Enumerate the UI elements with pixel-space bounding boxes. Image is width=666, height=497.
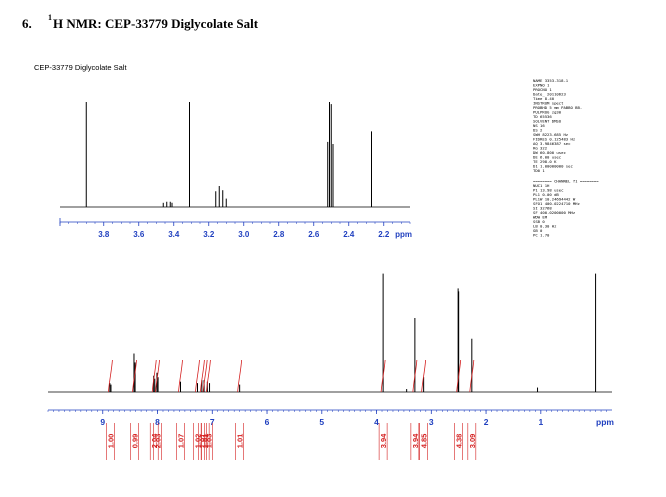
parameter-line: FIDRES 0.125483 Hz (533, 137, 575, 142)
parameter-line: SOLVENT DMSO (533, 119, 562, 124)
integral-value: 3.94 (379, 433, 388, 448)
heading-number: 6. (22, 16, 32, 31)
parameter-line: PROBHD 5 mm PABBO BB- (533, 105, 582, 110)
integral-value: 3.09 (468, 434, 477, 449)
integral-curve (206, 359, 211, 393)
parameter-line: SFO1 400.0224710 MHz (533, 201, 580, 206)
integral-curve (178, 359, 183, 393)
parameter-line: NS 16 (533, 123, 545, 128)
integral-curve (237, 359, 243, 393)
parameter-line: TD 65536 (533, 114, 552, 119)
integral-value: 1.00 (106, 434, 115, 449)
integral-curve (202, 359, 208, 393)
integral-value: 1.01 (198, 434, 207, 449)
parameter-line: DS 2 (533, 128, 543, 133)
integral-curve (108, 359, 113, 393)
integral-curve (200, 359, 205, 393)
parameter-line: WDW EM (533, 215, 548, 220)
integral-value: 0.99 (131, 434, 140, 449)
integral-value: 1.03 (204, 434, 213, 449)
integral-curve (155, 359, 160, 393)
full-tick-label: 4 (374, 417, 379, 427)
full-tick-label: 7 (210, 417, 215, 427)
inset-tick-label: 2.6 (308, 230, 320, 239)
parameter-line: D1 1.00000000 sec (533, 164, 573, 169)
parameter-line: PL1 0.00 dB (533, 192, 559, 197)
full-tick-label: 3 (429, 417, 434, 427)
integral-curve (412, 359, 418, 393)
parameter-line: SF 400.0200000 MHz (533, 210, 575, 215)
full-tick-label: 1 (538, 417, 543, 427)
full-unit-label: ppm (596, 417, 614, 427)
parameter-line: PL1W 10.24694442 W (533, 197, 576, 202)
parameter-line: DE 6.00 usec (533, 155, 562, 160)
parameter-line: PROCNO 1 (533, 87, 552, 92)
inset-tick-label: 3.2 (203, 230, 215, 239)
integral-curve (132, 359, 137, 393)
integral-curve (456, 359, 462, 393)
integral-value: 2.03 (154, 434, 163, 449)
integral-value: 3.94 (411, 433, 420, 448)
channel-header: ======== CHANNEL f1 ======== (533, 179, 599, 184)
figure-title: CEP-33779 Diglycolate Salt (34, 63, 127, 72)
inset-tick-label: 3.8 (98, 230, 110, 239)
full-tick-label: 6 (265, 417, 270, 427)
integral-value: 2.04 (150, 433, 159, 448)
inset-tick-label: 3.0 (238, 230, 250, 239)
parameter-line: NUC1 1H (533, 183, 550, 188)
integral-value: 4.85 (420, 434, 429, 449)
heading-text: H NMR: CEP-33779 Diglycolate Salt (53, 16, 259, 31)
parameter-line: GB 0 (533, 228, 543, 233)
parameter-line: Time 8.40 (533, 96, 555, 101)
parameter-line: INSTRUM spect (533, 101, 563, 106)
parameter-line: Date_ 20110623 (533, 92, 566, 97)
inset-tick-label: 2.8 (273, 230, 285, 239)
integral-curve (195, 359, 200, 393)
parameter-line: TE 298.0 K (533, 159, 557, 164)
parameter-line: TD0 1 (533, 168, 545, 173)
inset-unit-label: ppm (395, 230, 412, 239)
inset-spectrum: 3.8 3.6 3.4 3.2 3.0 2.8 2.6 2.4 2.2 ppm (59, 102, 412, 239)
integral-curve (421, 359, 427, 393)
full-tick-label: 9 (100, 417, 105, 427)
full-tick-label: 5 (319, 417, 324, 427)
inset-tick-label: 3.6 (133, 230, 145, 239)
integral-curve (380, 359, 386, 393)
integral-value: 1.01 (236, 434, 245, 449)
parameter-line: SI 32768 (533, 206, 552, 211)
integral-curve (469, 359, 475, 393)
parameter-line: DW 60.800 usec (533, 150, 566, 155)
parameter-line: P1 13.98 usec (533, 188, 564, 193)
inset-tick-label: 3.4 (168, 230, 180, 239)
parameter-line: SSB 0 (533, 219, 545, 224)
integral-curve (151, 359, 157, 393)
parameter-line: SWH 8223.685 Hz (533, 132, 568, 137)
integral-value: 1.07 (177, 434, 186, 449)
heading-superscript: 1 (48, 13, 52, 22)
integral-value: 1.01 (201, 434, 210, 449)
parameter-line: EXPNO 1 (533, 83, 550, 88)
parameter-line: NAME 3353-318-1 (533, 78, 569, 83)
inset-tick-label: 2.4 (343, 230, 355, 239)
parameter-line: PC 1.70 (533, 233, 550, 238)
inset-tick-label: 2.2 (378, 230, 390, 239)
parameter-line: AQ 3.9846387 sec (533, 141, 571, 146)
integral-value: 1.02 (193, 434, 202, 449)
integral-value: 4.38 (455, 434, 464, 449)
parameter-line: PULPROG zg30 (533, 110, 562, 115)
full-tick-label: 2 (484, 417, 489, 427)
parameter-line: RG 322 (533, 146, 548, 151)
parameter-line: LB 0.30 Hz (533, 224, 556, 229)
full-tick-label: 8 (155, 417, 160, 427)
